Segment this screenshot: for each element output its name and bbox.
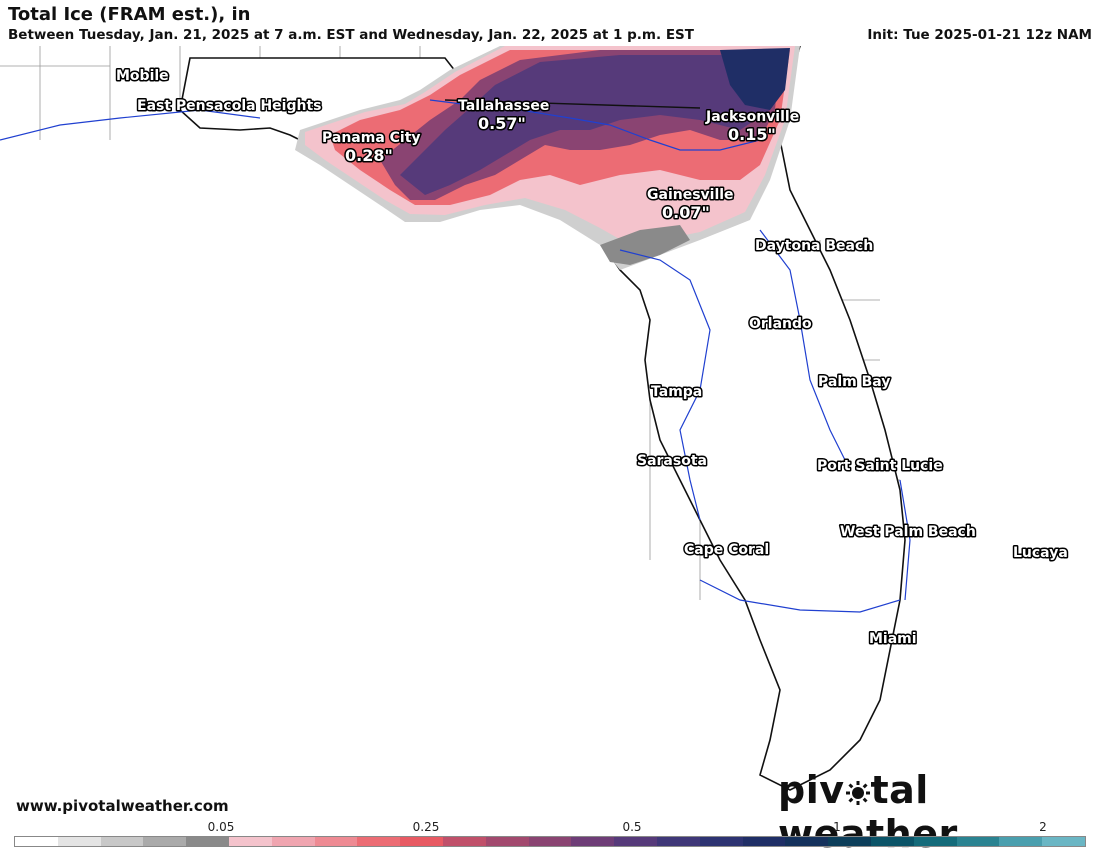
- state-border: [444, 99, 701, 109]
- city-label: Miami: [869, 631, 917, 647]
- city-label: Palm Bay: [818, 374, 890, 390]
- colorbar-segment: [614, 837, 657, 846]
- colorbar-segment: [100, 837, 144, 846]
- colorbar-segment: [785, 837, 829, 846]
- colorbar-segment: [571, 837, 615, 846]
- city-value: 0.15": [728, 125, 776, 144]
- colorbar-segment: [699, 837, 743, 846]
- city-label: Daytona Beach: [755, 238, 873, 254]
- map-title: Total Ice (FRAM est.), in: [8, 4, 251, 25]
- valid-period: Between Tuesday, Jan. 21, 2025 at 7 a.m.…: [8, 27, 694, 43]
- colorbar-segment: [913, 837, 957, 846]
- colorbar-segment: [828, 837, 871, 846]
- city-value: 0.57": [478, 114, 526, 133]
- city-label: Tampa: [651, 384, 702, 400]
- colorbar-segment: [485, 837, 529, 846]
- init-time: Init: Tue 2025-01-21 12z NAM: [867, 27, 1092, 43]
- city-label: Mobile: [116, 68, 169, 84]
- colorbar-segment: [956, 837, 1000, 846]
- colorbar-segment: [57, 837, 101, 846]
- colorbar-segment: [143, 837, 187, 846]
- rivers: [0, 99, 911, 613]
- colorbar-tick: 2: [1039, 820, 1047, 834]
- city-label: Cape Coral: [684, 542, 769, 558]
- colorbar-segment: [999, 837, 1043, 846]
- city-label: Port Saint Lucie: [817, 458, 943, 474]
- city-label: East Pensacola Heights: [137, 98, 321, 114]
- colorbar-segment: [656, 837, 700, 846]
- ice-shading: [295, 46, 800, 270]
- colorbar-segment: [400, 837, 443, 846]
- brand-right: tal weather: [778, 768, 958, 856]
- colorbar-tick: 1: [833, 820, 841, 834]
- website-url[interactable]: www.pivotalweather.com: [16, 797, 229, 815]
- brand-logo: piv tal weather: [778, 768, 1100, 856]
- city-label: Tallahassee: [458, 98, 549, 114]
- city-value: 0.07": [662, 203, 710, 222]
- colorbar-segment: [870, 837, 914, 846]
- colorbar-segment: [442, 837, 486, 846]
- city-label: West Palm Beach: [840, 524, 976, 540]
- colorbar-segment: [528, 837, 572, 846]
- colorbar-segment: [742, 837, 786, 846]
- city-label: Gainesville: [647, 187, 734, 203]
- brand-left: piv: [778, 768, 845, 812]
- colorbar-segment: [314, 837, 358, 846]
- colorbar-segment: [15, 837, 58, 846]
- colorbar-tick: 0.25: [412, 820, 440, 834]
- header: Total Ice (FRAM est.), in Between Tuesda…: [0, 0, 1100, 46]
- sun-icon: [845, 781, 870, 805]
- colorbar: [14, 836, 1086, 847]
- city-label: Jacksonville: [705, 109, 799, 125]
- colorbar-segment: [357, 837, 401, 846]
- colorbar-tick: 0.5: [622, 820, 642, 834]
- city-value: 0.28": [345, 146, 393, 165]
- colorbar-segment: [1042, 837, 1085, 846]
- colorbar-segment: [271, 837, 315, 846]
- city-label: Sarasota: [637, 453, 707, 469]
- colorbar-segment: [186, 837, 229, 846]
- map-area[interactable]: Mobile East Pensacola Heights Tallahasse…: [0, 46, 1100, 820]
- city-label: Orlando: [749, 316, 812, 332]
- city-label: Lucaya: [1013, 545, 1068, 561]
- colorbar-tick: 0.05: [207, 820, 235, 834]
- map-canvas[interactable]: Mobile East Pensacola Heights Tallahasse…: [0, 46, 1100, 820]
- colorbar-segment: [228, 837, 272, 846]
- city-label: Panama City: [322, 130, 421, 146]
